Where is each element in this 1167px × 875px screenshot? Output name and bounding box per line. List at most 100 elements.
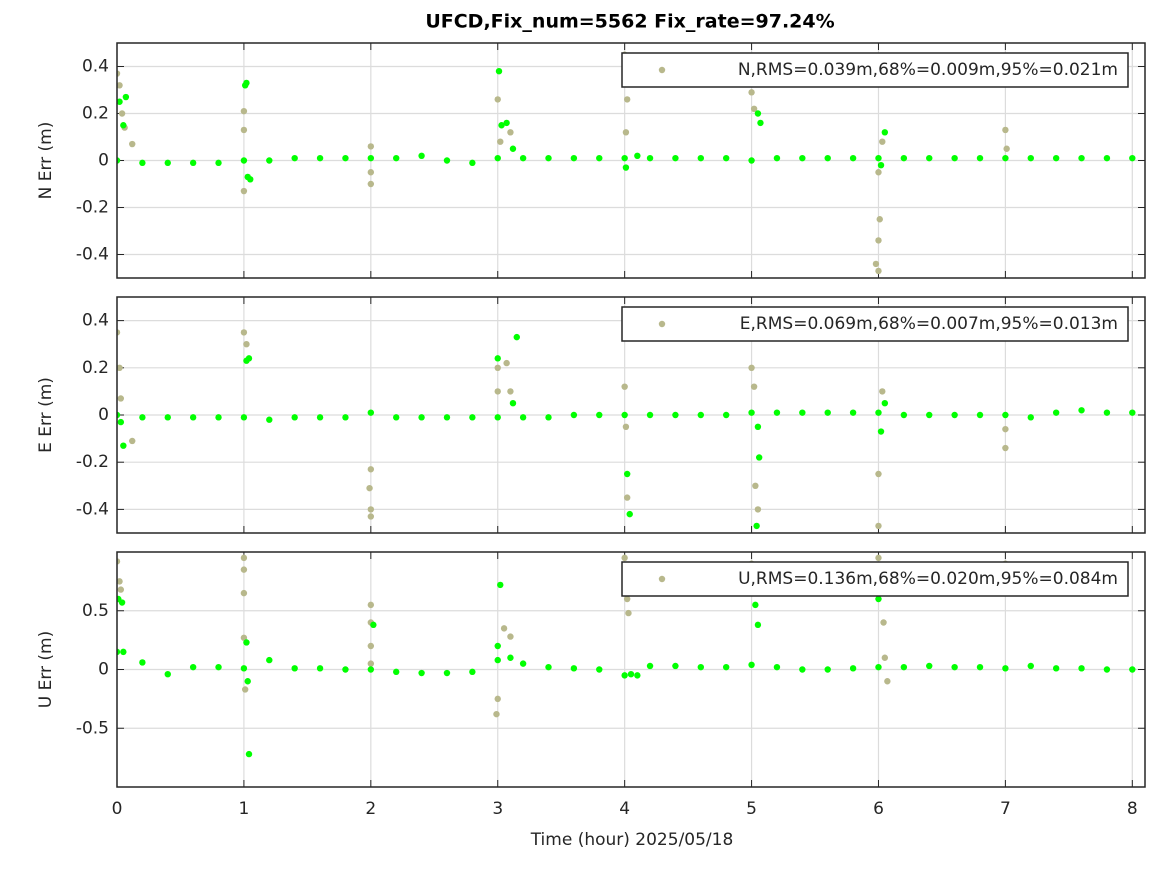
- point: [753, 522, 760, 530]
- point: [697, 411, 705, 419]
- point: [418, 414, 425, 421]
- point: [393, 154, 400, 162]
- point: [748, 157, 755, 164]
- point: [243, 341, 250, 348]
- y-tick-label: 0.4: [82, 311, 109, 331]
- axes-box: [116, 296, 1146, 534]
- point: [370, 621, 377, 629]
- point: [849, 665, 857, 672]
- point: [570, 154, 578, 162]
- point: [117, 558, 121, 565]
- point: [1129, 409, 1136, 416]
- point: [672, 411, 679, 419]
- legend-marker: [658, 66, 666, 74]
- point: [754, 110, 762, 117]
- point: [621, 554, 628, 562]
- point: [243, 639, 250, 646]
- points: [117, 554, 1136, 758]
- point: [757, 119, 764, 127]
- point: [519, 660, 527, 667]
- axes-box: [116, 551, 1146, 788]
- point: [367, 409, 375, 416]
- point: [507, 388, 514, 395]
- point: [241, 686, 249, 693]
- point: [117, 364, 123, 371]
- legend-label: U,RMS=0.136m,68%=0.020m,95%=0.084m: [738, 569, 1118, 589]
- point: [513, 333, 520, 341]
- point: [507, 129, 514, 136]
- y-tick-label: -0.4: [76, 499, 109, 519]
- point: [342, 154, 349, 162]
- x-tick-label: 8: [1127, 799, 1138, 819]
- point: [1027, 154, 1034, 162]
- point: [244, 678, 251, 685]
- point: [240, 634, 248, 641]
- point: [118, 599, 126, 606]
- point: [240, 157, 248, 164]
- point: [570, 665, 578, 672]
- y-axis-label: U Err (m): [36, 631, 56, 709]
- point: [621, 411, 628, 419]
- point: [697, 154, 705, 162]
- point: [1103, 154, 1111, 162]
- point: [799, 154, 806, 162]
- point: [469, 414, 476, 421]
- x-tick-label: 4: [619, 799, 630, 819]
- point: [164, 414, 171, 421]
- point: [367, 513, 375, 520]
- point: [494, 96, 501, 103]
- point: [1052, 409, 1060, 416]
- point: [247, 176, 254, 183]
- point: [849, 409, 857, 416]
- point: [443, 669, 451, 677]
- point: [773, 663, 781, 671]
- point: [1103, 409, 1111, 416]
- point: [243, 79, 250, 87]
- point: [672, 662, 679, 670]
- point: [748, 364, 755, 371]
- point: [245, 750, 253, 758]
- point: [117, 70, 121, 77]
- legend-marker: [658, 320, 666, 328]
- point: [755, 454, 763, 461]
- point: [316, 154, 324, 162]
- point: [189, 159, 197, 167]
- point: [748, 661, 755, 668]
- point: [875, 267, 882, 275]
- point: [884, 678, 891, 685]
- point: [875, 595, 882, 603]
- point: [754, 506, 762, 513]
- point: [494, 364, 501, 371]
- point: [748, 89, 755, 96]
- point: [877, 162, 885, 169]
- axes-box: [116, 42, 1146, 279]
- point: [596, 411, 603, 419]
- points: [117, 51, 1136, 275]
- point: [240, 329, 248, 336]
- y-tick-label: 0: [98, 405, 109, 425]
- point: [469, 159, 476, 167]
- chart-title: UFCD,Fix_num=5562 Fix_rate=97.24%: [425, 11, 834, 33]
- point: [497, 581, 504, 589]
- point: [117, 586, 125, 593]
- point: [951, 411, 958, 419]
- point: [1002, 154, 1009, 162]
- point: [875, 154, 882, 162]
- point: [291, 154, 298, 162]
- point: [139, 414, 146, 421]
- point: [926, 154, 933, 162]
- point: [1027, 662, 1034, 670]
- point: [627, 671, 635, 678]
- point: [634, 672, 641, 679]
- point: [494, 154, 501, 162]
- x-tick-label: 5: [746, 799, 757, 819]
- point: [266, 416, 273, 423]
- point: [494, 656, 501, 664]
- point: [646, 662, 654, 670]
- point: [1003, 145, 1010, 152]
- point: [117, 395, 125, 402]
- point: [494, 414, 501, 421]
- point: [622, 129, 630, 136]
- y-axis-label: E Err (m): [36, 377, 56, 453]
- point: [117, 82, 123, 89]
